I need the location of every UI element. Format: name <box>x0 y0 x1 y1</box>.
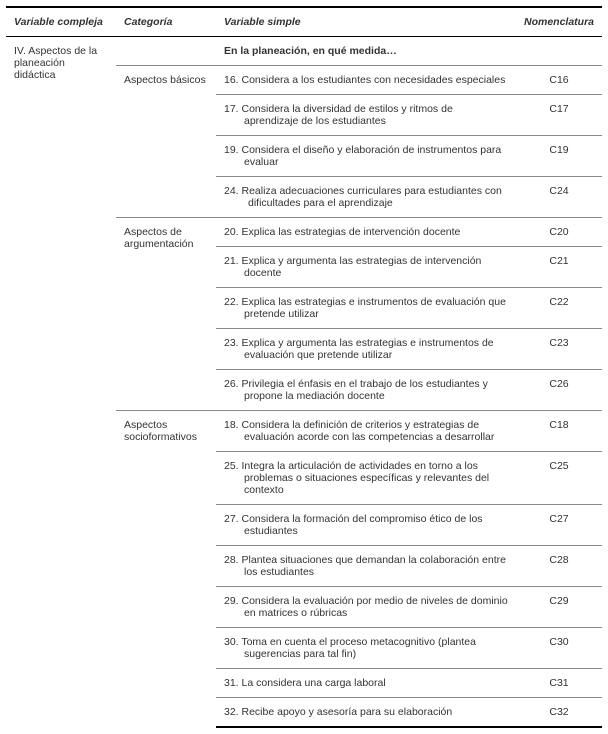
simple-cell: 25. Integra la articulación de actividad… <box>216 452 516 505</box>
simple-cell: 19. Considera el diseño y elaboración de… <box>216 136 516 177</box>
header-simple: Variable simple <box>216 7 516 37</box>
category-socioformativos: Aspectos socioformativos <box>116 411 216 728</box>
nomen-cell: C25 <box>516 452 602 505</box>
simple-cell: 21. Explica y argumenta las estrategias … <box>216 247 516 288</box>
nomen-cell: C20 <box>516 218 602 247</box>
simple-cell: 22. Explica las estrategias e instrument… <box>216 288 516 329</box>
category-basicos: Aspectos básicos <box>116 66 216 218</box>
simple-cell: 20. Explica las estrategias de intervenc… <box>216 218 516 247</box>
nomen-cell: C22 <box>516 288 602 329</box>
nomen-cell: C21 <box>516 247 602 288</box>
variable-compleja: IV. Aspectos de la planeación didáctica <box>6 37 116 728</box>
nomen-cell: C27 <box>516 505 602 546</box>
simple-cell: 28. Plantea situaciones que demandan la … <box>216 546 516 587</box>
category-argumentacion: Aspectos de argumentación <box>116 218 216 411</box>
simple-cell: 32. Recibe apoyo y asesoría para su elab… <box>216 698 516 728</box>
nomen-cell: C17 <box>516 95 602 136</box>
nomen-cell-empty <box>516 37 602 66</box>
simple-cell: 29. Considera la evaluación por medio de… <box>216 587 516 628</box>
simple-cell: 30. Toma en cuenta el proceso metacognit… <box>216 628 516 669</box>
header-categoria: Categoría <box>116 7 216 37</box>
nomen-cell: C18 <box>516 411 602 452</box>
nomen-cell: C32 <box>516 698 602 728</box>
nomen-cell: C23 <box>516 329 602 370</box>
simple-cell: 16. Considera a los estudiantes con nece… <box>216 66 516 95</box>
variables-table: Variable compleja Categoría Variable sim… <box>6 6 602 728</box>
nomen-cell: C24 <box>516 177 602 218</box>
nomen-cell: C30 <box>516 628 602 669</box>
category-cell-empty <box>116 37 216 66</box>
header-row: Variable compleja Categoría Variable sim… <box>6 7 602 37</box>
table-row: IV. Aspectos de la planeación didáctica … <box>6 37 602 66</box>
nomen-cell: C28 <box>516 546 602 587</box>
simple-cell: 17. Considera la diversidad de estilos y… <box>216 95 516 136</box>
simple-cell: 31. La considera una carga laboral <box>216 669 516 698</box>
nomen-cell: C31 <box>516 669 602 698</box>
simple-cell: 18. Considera la definición de criterios… <box>216 411 516 452</box>
section-title: En la planeación, en qué medida… <box>216 37 516 66</box>
nomen-cell: C29 <box>516 587 602 628</box>
nomen-cell: C16 <box>516 66 602 95</box>
simple-cell: 23. Explica y argumenta las estrategias … <box>216 329 516 370</box>
simple-cell: 26. Privilegia el énfasis en el trabajo … <box>216 370 516 411</box>
simple-cell: 24. Realiza adecuaciones curriculares pa… <box>216 177 516 218</box>
nomen-cell: C26 <box>516 370 602 411</box>
nomen-cell: C19 <box>516 136 602 177</box>
simple-cell: 27. Considera la formación del compromis… <box>216 505 516 546</box>
header-compleja: Variable compleja <box>6 7 116 37</box>
header-nomen: Nomenclatura <box>516 7 602 37</box>
